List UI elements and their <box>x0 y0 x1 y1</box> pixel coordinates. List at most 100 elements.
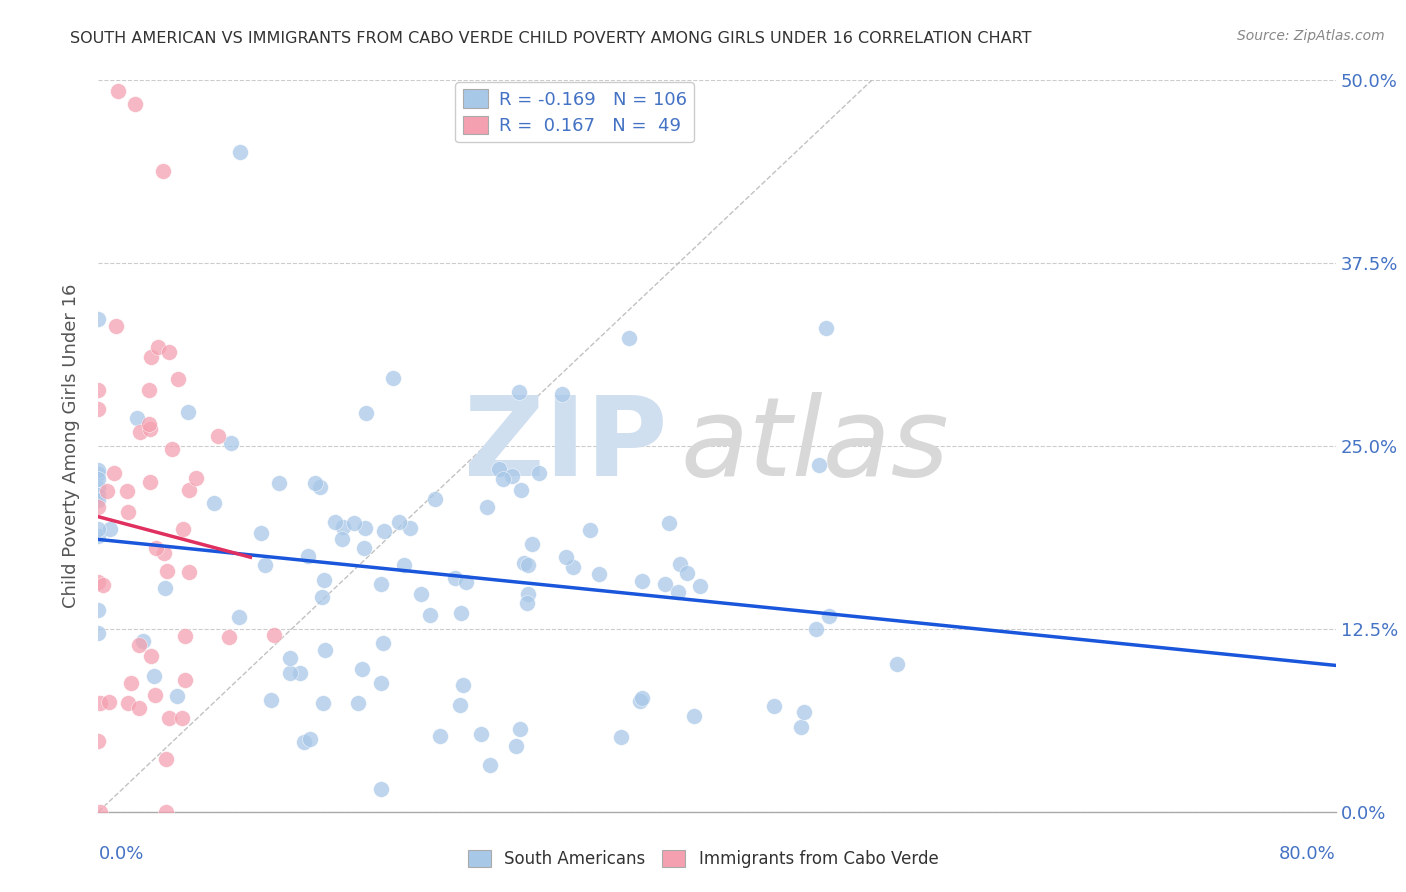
Point <box>388 515 411 529</box>
Point <box>299 731 322 746</box>
Point <box>87 733 110 747</box>
Point <box>177 483 200 497</box>
Point <box>631 691 654 706</box>
Point <box>304 475 326 490</box>
Point <box>98 694 121 708</box>
Point <box>219 435 242 450</box>
Point <box>117 696 139 710</box>
Point <box>763 698 786 713</box>
Point <box>87 522 110 536</box>
Point <box>477 500 499 514</box>
Point <box>370 577 392 591</box>
Point <box>174 629 197 643</box>
Point <box>157 711 180 725</box>
Point <box>512 556 534 570</box>
Point <box>330 533 353 547</box>
Point <box>689 579 711 593</box>
Point <box>323 515 346 529</box>
Point <box>488 462 510 476</box>
Point <box>409 586 432 600</box>
Point <box>470 726 492 740</box>
Point <box>278 651 301 665</box>
Point <box>167 372 190 386</box>
Point <box>554 549 576 564</box>
Point <box>128 700 150 714</box>
Point <box>103 466 125 480</box>
Point <box>425 491 447 506</box>
Point <box>253 558 276 572</box>
Point <box>520 537 543 551</box>
Point <box>155 805 177 819</box>
Point <box>818 609 841 624</box>
Point <box>87 603 110 617</box>
Text: Source: ZipAtlas.com: Source: ZipAtlas.com <box>1237 29 1385 43</box>
Point <box>207 428 229 442</box>
Point <box>501 469 523 483</box>
Point <box>160 442 183 456</box>
Point <box>278 665 301 680</box>
Point <box>399 521 422 535</box>
Point <box>153 546 176 560</box>
Point <box>353 521 375 535</box>
Point <box>131 634 153 648</box>
Point <box>297 549 319 564</box>
Point <box>202 496 225 510</box>
Point <box>628 694 651 708</box>
Point <box>152 164 174 178</box>
Point <box>87 472 110 486</box>
Point <box>429 729 451 743</box>
Point <box>505 739 527 753</box>
Point <box>139 422 162 436</box>
Point <box>87 383 110 397</box>
Point <box>353 541 375 555</box>
Point <box>155 752 177 766</box>
Point <box>138 417 160 431</box>
Point <box>166 689 188 703</box>
Point <box>87 463 110 477</box>
Point <box>87 488 110 502</box>
Point <box>508 385 530 400</box>
Point <box>808 458 831 472</box>
Point <box>87 467 110 482</box>
Point <box>145 541 167 555</box>
Point <box>89 805 111 819</box>
Point <box>172 711 194 725</box>
Point <box>87 402 110 417</box>
Point <box>229 145 252 160</box>
Point <box>87 500 110 514</box>
Text: SOUTH AMERICAN VS IMMIGRANTS FROM CABO VERDE CHILD POVERTY AMONG GIRLS UNDER 16 : SOUTH AMERICAN VS IMMIGRANTS FROM CABO V… <box>70 31 1032 46</box>
Point <box>346 696 368 710</box>
Point <box>89 697 111 711</box>
Point <box>87 481 110 495</box>
Point <box>184 471 207 485</box>
Point <box>87 493 110 508</box>
Point <box>356 406 378 420</box>
Point <box>517 558 540 573</box>
Point <box>370 676 392 690</box>
Point <box>450 606 472 620</box>
Point <box>153 582 176 596</box>
Point <box>138 475 160 489</box>
Point <box>492 472 515 486</box>
Point <box>148 340 170 354</box>
Point <box>312 573 335 587</box>
Point <box>617 331 640 345</box>
Point <box>309 480 332 494</box>
Point <box>249 526 271 541</box>
Text: ZIP: ZIP <box>464 392 668 500</box>
Point <box>104 318 127 333</box>
Point <box>312 696 335 710</box>
Point <box>142 669 165 683</box>
Point <box>588 566 610 581</box>
Point <box>139 648 162 663</box>
Point <box>228 610 250 624</box>
Point <box>444 571 467 585</box>
Point <box>886 657 908 671</box>
Point <box>98 522 121 536</box>
Point <box>352 662 374 676</box>
Point <box>509 483 531 498</box>
Point <box>87 575 110 590</box>
Point <box>91 578 114 592</box>
Point <box>115 483 138 498</box>
Point <box>129 425 152 439</box>
